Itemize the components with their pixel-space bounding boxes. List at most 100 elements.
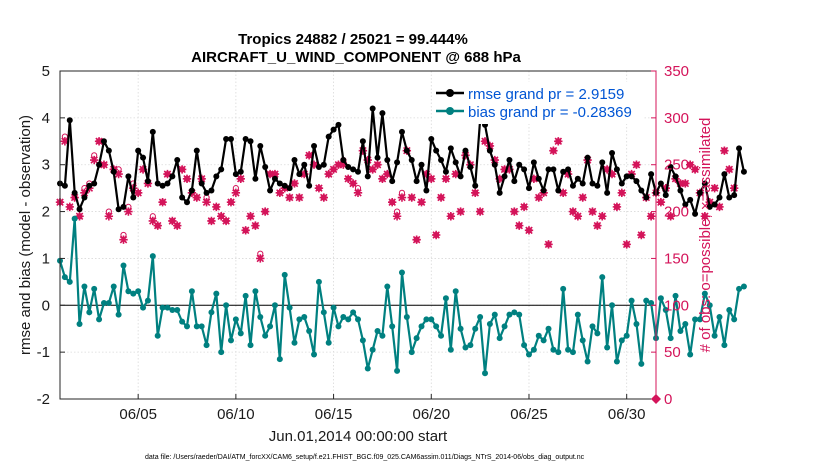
bias-point xyxy=(247,342,254,349)
obs-possible-marker xyxy=(350,180,357,187)
obs-possible-marker xyxy=(335,161,342,168)
rmse-point xyxy=(677,187,684,194)
bias-point xyxy=(115,311,122,318)
obs-possible-marker xyxy=(437,194,445,201)
rmse-point xyxy=(91,180,98,187)
bias-point xyxy=(198,323,205,330)
rmse-point xyxy=(120,203,127,210)
obs-possible-marker xyxy=(227,199,235,206)
rmse-point xyxy=(66,117,73,124)
obs-assimilated-marker xyxy=(217,212,226,221)
obs-possible-marker xyxy=(325,170,332,178)
bias-point xyxy=(384,283,391,290)
obs-assimilated-marker xyxy=(510,207,519,216)
y-tick-label: -2 xyxy=(37,391,50,408)
obs-possible-marker xyxy=(599,213,606,220)
obs-possible-marker xyxy=(433,231,440,239)
obs-possible-marker xyxy=(721,147,728,154)
bias-point xyxy=(633,321,640,328)
bias-point xyxy=(413,335,420,342)
obs-assimilated-marker xyxy=(358,146,368,155)
obs-assimilated-marker xyxy=(182,174,192,183)
obs-assimilated-marker xyxy=(158,198,167,207)
obs-possible-marker xyxy=(213,203,220,210)
rmse-point xyxy=(569,182,576,189)
obs-assimilated-marker xyxy=(202,198,211,207)
rmse-point xyxy=(262,164,269,171)
bias-point xyxy=(491,311,498,318)
obs-possible-marker xyxy=(545,241,552,248)
obs-assimilated-marker xyxy=(578,193,587,202)
obs-assimilated-marker xyxy=(70,193,79,202)
obs-possible-marker xyxy=(218,213,225,220)
rmse-point xyxy=(174,157,181,164)
obs-assimilated-marker xyxy=(500,165,509,174)
bias-point xyxy=(433,323,440,330)
bias-point xyxy=(721,342,728,349)
rmse-point xyxy=(589,180,596,187)
bias-point xyxy=(692,316,699,323)
bias-point xyxy=(696,316,703,323)
rmse-point xyxy=(325,133,332,140)
bias-point xyxy=(545,325,552,332)
obs-possible-marker xyxy=(452,170,459,178)
y-right-tick-label: 150 xyxy=(664,250,689,267)
obs-possible-marker xyxy=(701,213,708,220)
x-tick-label: 06/30 xyxy=(608,406,646,423)
bias-point xyxy=(81,283,88,290)
rmse-point xyxy=(232,171,239,178)
rmse-point xyxy=(413,178,420,185)
bias-point xyxy=(726,306,733,313)
rmse-point xyxy=(330,126,337,133)
bias-point xyxy=(486,321,493,328)
rmse-point xyxy=(736,145,743,152)
rmse-point xyxy=(472,182,479,189)
rmse-point xyxy=(496,189,503,196)
y-axis-right-label: # of obs: o=possible; ×=assimilated xyxy=(697,118,714,353)
rmse-point xyxy=(100,138,107,145)
obs-possible-marker xyxy=(354,185,362,192)
obs-assimilated-marker xyxy=(94,137,104,146)
rmse-point xyxy=(584,154,591,161)
bias-point xyxy=(457,325,464,332)
bias-point xyxy=(193,323,200,330)
obs-possible-marker xyxy=(296,194,303,201)
bias-point xyxy=(71,215,78,222)
obs-possible-marker xyxy=(413,236,420,243)
bias-point xyxy=(125,288,132,295)
rmse-point xyxy=(374,154,381,161)
obs-assimilated-marker xyxy=(295,193,304,202)
rmse-point xyxy=(247,138,254,145)
x-tick-label: 06/05 xyxy=(119,406,157,423)
rmse-point xyxy=(227,135,234,142)
bias-point xyxy=(687,351,694,358)
obs-assimilated-marker xyxy=(427,174,436,183)
obs-possible-marker xyxy=(174,222,181,229)
obs-assimilated-marker xyxy=(422,169,431,179)
obs-possible-marker xyxy=(687,161,694,168)
bias-point xyxy=(208,309,215,316)
obs-possible-marker xyxy=(257,250,264,257)
rmse-point xyxy=(96,161,103,168)
bias-point xyxy=(613,358,620,365)
rmse-point xyxy=(408,157,415,164)
obs-assimilated-marker xyxy=(676,179,685,188)
obs-possible-marker xyxy=(633,161,640,168)
bias-point xyxy=(677,328,684,335)
obs-possible-marker xyxy=(574,213,581,220)
obs-assimilated-marker xyxy=(417,198,426,207)
obs-possible-marker xyxy=(550,147,557,154)
bias-point xyxy=(574,311,581,318)
rmse-point xyxy=(164,180,171,187)
obs-possible-marker xyxy=(164,170,171,178)
bias-point xyxy=(286,304,293,311)
rmse-point xyxy=(594,182,601,189)
bias-point xyxy=(501,323,508,330)
obs-assimilated-marker xyxy=(60,137,70,146)
obs-possible-marker xyxy=(262,208,269,215)
bias-point xyxy=(203,342,210,349)
obs-assimilated-marker xyxy=(89,155,99,165)
rmse-point xyxy=(491,161,498,168)
bias-point xyxy=(667,335,674,342)
bias-point xyxy=(706,302,713,309)
